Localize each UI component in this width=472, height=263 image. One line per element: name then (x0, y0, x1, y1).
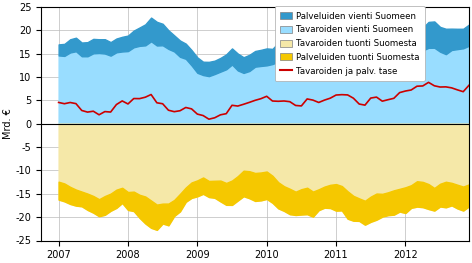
Y-axis label: Mrd. €: Mrd. € (3, 108, 13, 139)
Legend: Palveluiden vienti Suomeen, Tavaroiden vienti Suomeen, Tavaroiden tuonti Suomest: Palveluiden vienti Suomeen, Tavaroiden v… (275, 6, 425, 81)
